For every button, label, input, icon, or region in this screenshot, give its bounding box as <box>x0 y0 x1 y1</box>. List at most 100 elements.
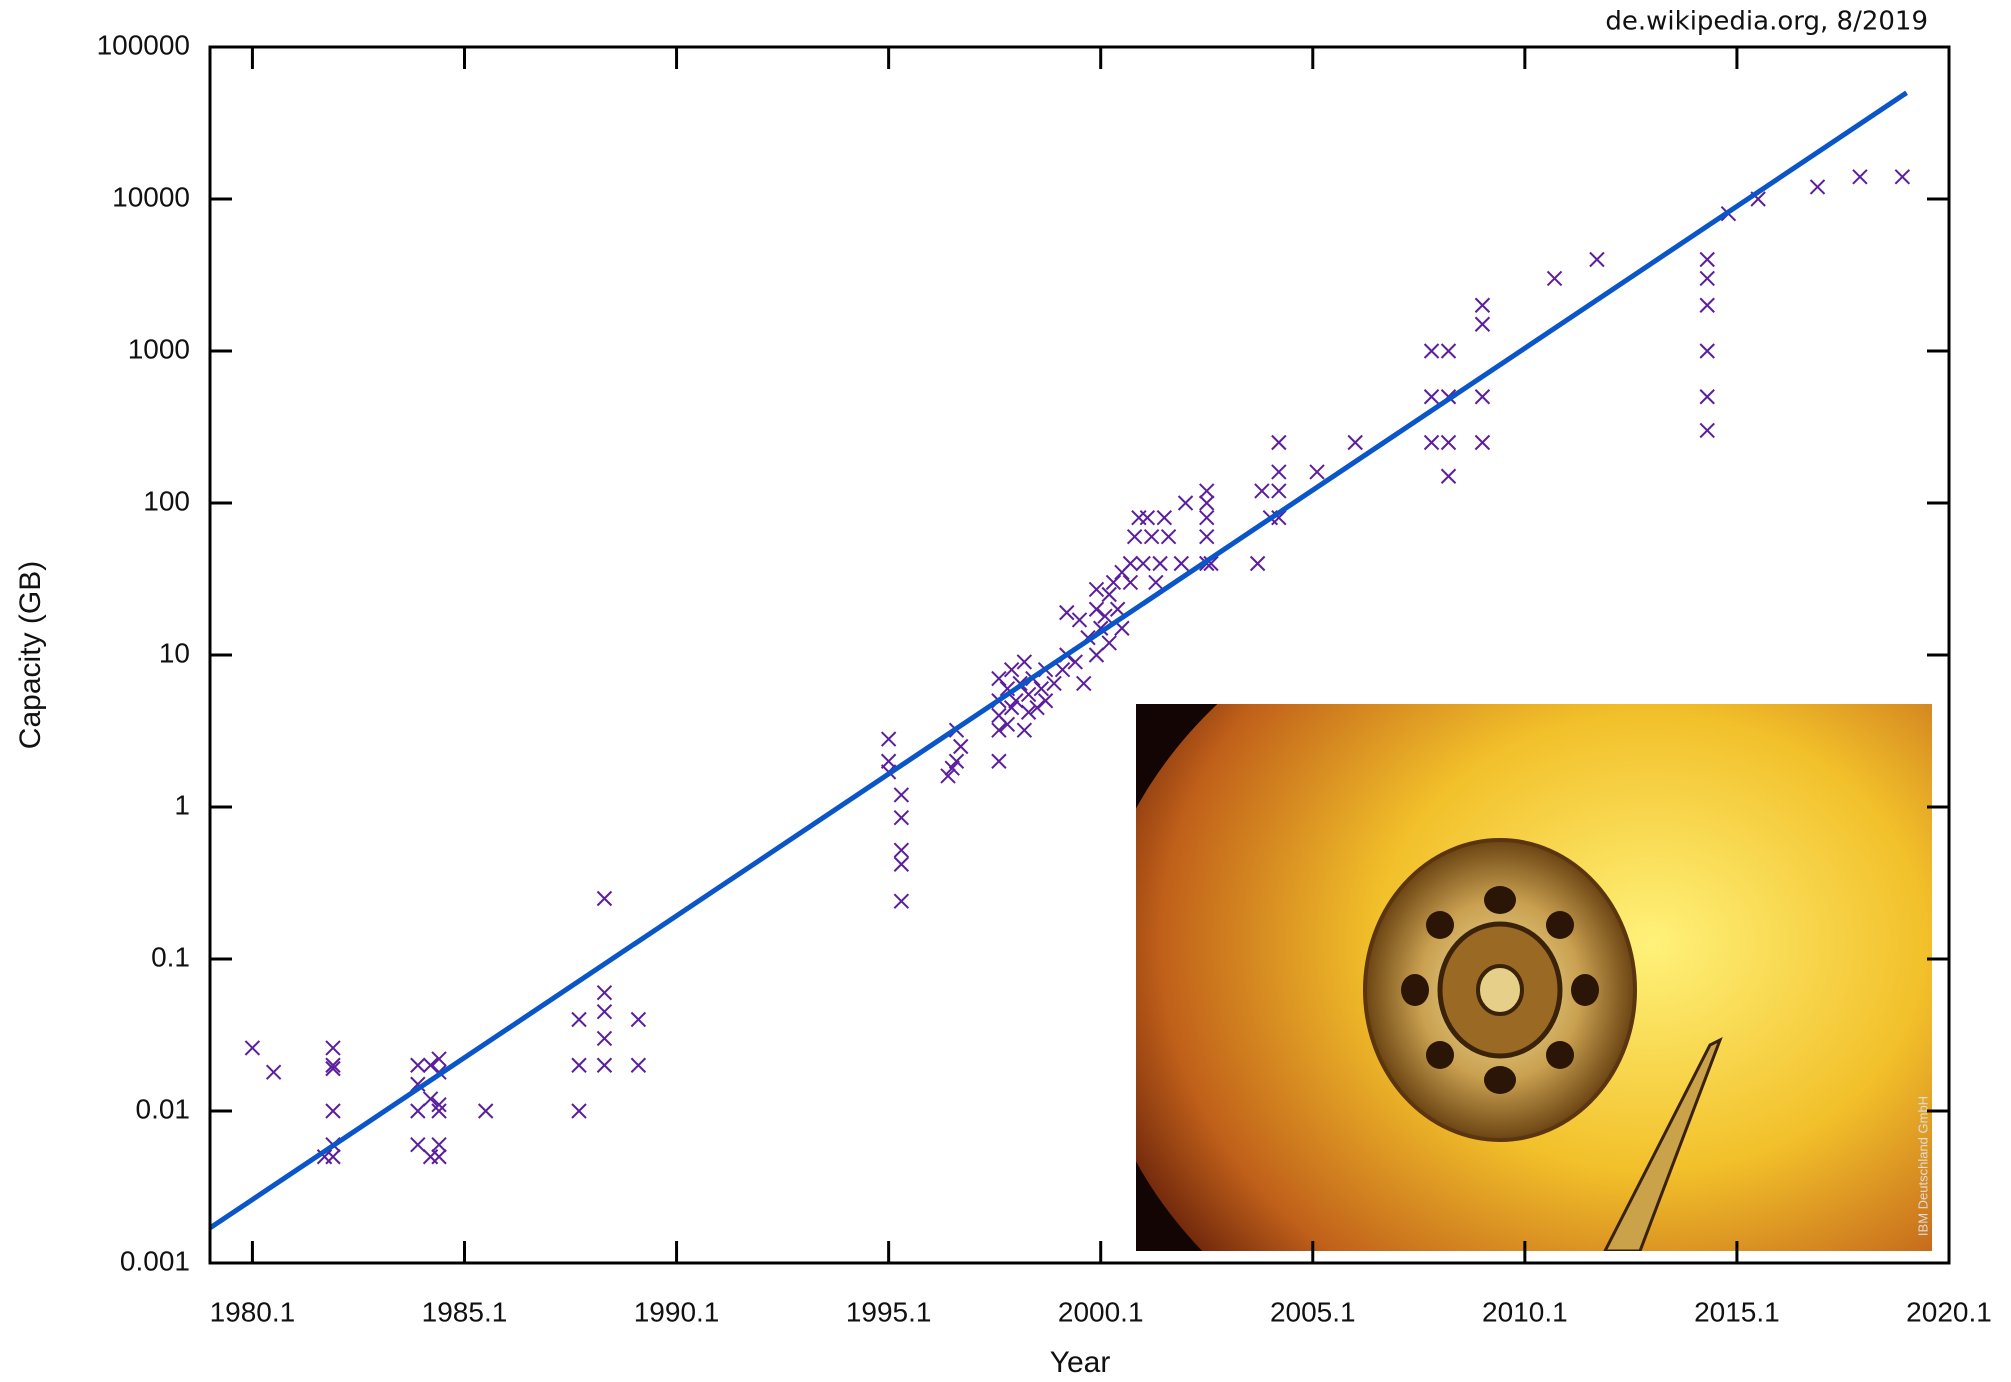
x-tick-label: 2005.1 <box>1270 1296 1356 1327</box>
data-point <box>1423 343 1440 359</box>
data-point <box>1016 654 1033 670</box>
data-point <box>1059 604 1075 621</box>
data-point <box>1076 675 1092 692</box>
x-tick-label: 1995.1 <box>846 1296 932 1327</box>
data-point <box>1199 510 1215 526</box>
data-point <box>1309 464 1325 480</box>
data-point <box>1071 612 1088 628</box>
data-point <box>1148 574 1164 591</box>
x-tick-label: 1980.1 <box>210 1296 296 1327</box>
data-point <box>477 1103 494 1119</box>
data-point <box>1088 601 1105 617</box>
data-point <box>596 1004 613 1020</box>
source-note: de.wikipedia.org, 8/2019 <box>1605 7 1928 37</box>
data-point <box>940 768 956 784</box>
data-point <box>991 722 1007 738</box>
trend-line <box>208 90 1908 1231</box>
data-point <box>1699 389 1715 405</box>
data-point <box>410 1137 426 1153</box>
y-tick-label: 10 <box>159 637 190 668</box>
data-point <box>893 787 910 803</box>
data-point <box>325 1060 341 1077</box>
data-point <box>325 1103 341 1119</box>
data-point <box>1699 343 1715 359</box>
y-tick-label: 0.01 <box>136 1093 191 1124</box>
y-tick-label: 0.1 <box>151 941 190 972</box>
spindle-cap <box>1476 964 1524 1016</box>
x-tick-label: 2010.1 <box>1482 1296 1568 1327</box>
data-point <box>1033 681 1050 697</box>
y-tick-label: 10000 <box>112 181 190 212</box>
y-tick-label: 100 <box>143 485 190 516</box>
x-tick-label: 2015.1 <box>1694 1296 1780 1327</box>
data-point <box>1347 434 1363 451</box>
data-point <box>1177 495 1194 511</box>
y-tick-label: 100000 <box>97 29 190 60</box>
data-point <box>1122 555 1139 572</box>
data-point <box>1271 464 1287 480</box>
data-point <box>1809 179 1826 195</box>
y-tick-label: 0.001 <box>120 1245 190 1276</box>
data-point <box>1440 468 1457 484</box>
data-point <box>1109 601 1126 617</box>
data-point <box>422 1091 439 1107</box>
data-point <box>1699 422 1715 439</box>
data-point <box>1699 297 1715 313</box>
data-point <box>1020 704 1037 720</box>
data-point <box>431 1137 447 1153</box>
data-point <box>1143 529 1160 545</box>
data-point <box>1139 510 1156 526</box>
image-credit: IBM Deutschland GmbH <box>1915 1096 1930 1236</box>
y-axis-title: Capacity (GB) <box>14 561 47 749</box>
data-point <box>1054 662 1071 678</box>
data-point <box>244 1040 261 1056</box>
data-point <box>1423 434 1440 451</box>
data-point <box>1699 270 1715 287</box>
data-point <box>893 856 910 872</box>
data-point <box>1152 555 1168 572</box>
data-point <box>1037 693 1054 709</box>
head-arm <box>1603 1036 1723 1251</box>
data-point <box>1126 529 1143 545</box>
data-point <box>1199 483 1215 499</box>
data-point <box>1254 483 1270 499</box>
data-point <box>1020 686 1037 703</box>
data-point <box>999 716 1016 733</box>
data-point <box>1173 555 1190 572</box>
data-point <box>1003 662 1020 678</box>
data-point <box>1699 251 1715 268</box>
data-point <box>1546 270 1563 287</box>
data-point <box>1199 529 1215 545</box>
data-point <box>410 1103 426 1119</box>
data-point <box>1135 555 1151 572</box>
data-point <box>431 1149 447 1165</box>
data-point <box>571 1057 587 1073</box>
data-point <box>325 1040 341 1056</box>
data-point <box>1046 675 1062 692</box>
data-point <box>1474 297 1491 313</box>
inset-photo: IBM Deutschland GmbH <box>1136 704 1932 1251</box>
data-point <box>893 893 910 909</box>
data-point <box>1474 316 1491 332</box>
data-point <box>1156 510 1173 526</box>
hub-holes <box>1401 886 1599 1094</box>
x-tick-label: 2000.1 <box>1058 1296 1144 1327</box>
data-point <box>948 753 965 769</box>
data-point <box>1105 574 1122 591</box>
data-point <box>1122 574 1139 591</box>
data-point <box>1008 693 1024 709</box>
data-point <box>1029 700 1045 716</box>
data-point <box>1088 581 1105 598</box>
data-point <box>1101 635 1117 651</box>
data-point <box>431 1103 447 1119</box>
data-point <box>893 810 910 826</box>
data-point <box>1474 434 1491 451</box>
data-point <box>880 731 897 747</box>
data-point <box>1423 389 1440 405</box>
x-tick-label: 2020.1 <box>1906 1296 1992 1327</box>
data-point <box>1271 434 1287 451</box>
data-point <box>1097 608 1113 624</box>
data-point <box>1199 495 1215 511</box>
x-tick-label: 1990.1 <box>634 1296 720 1327</box>
